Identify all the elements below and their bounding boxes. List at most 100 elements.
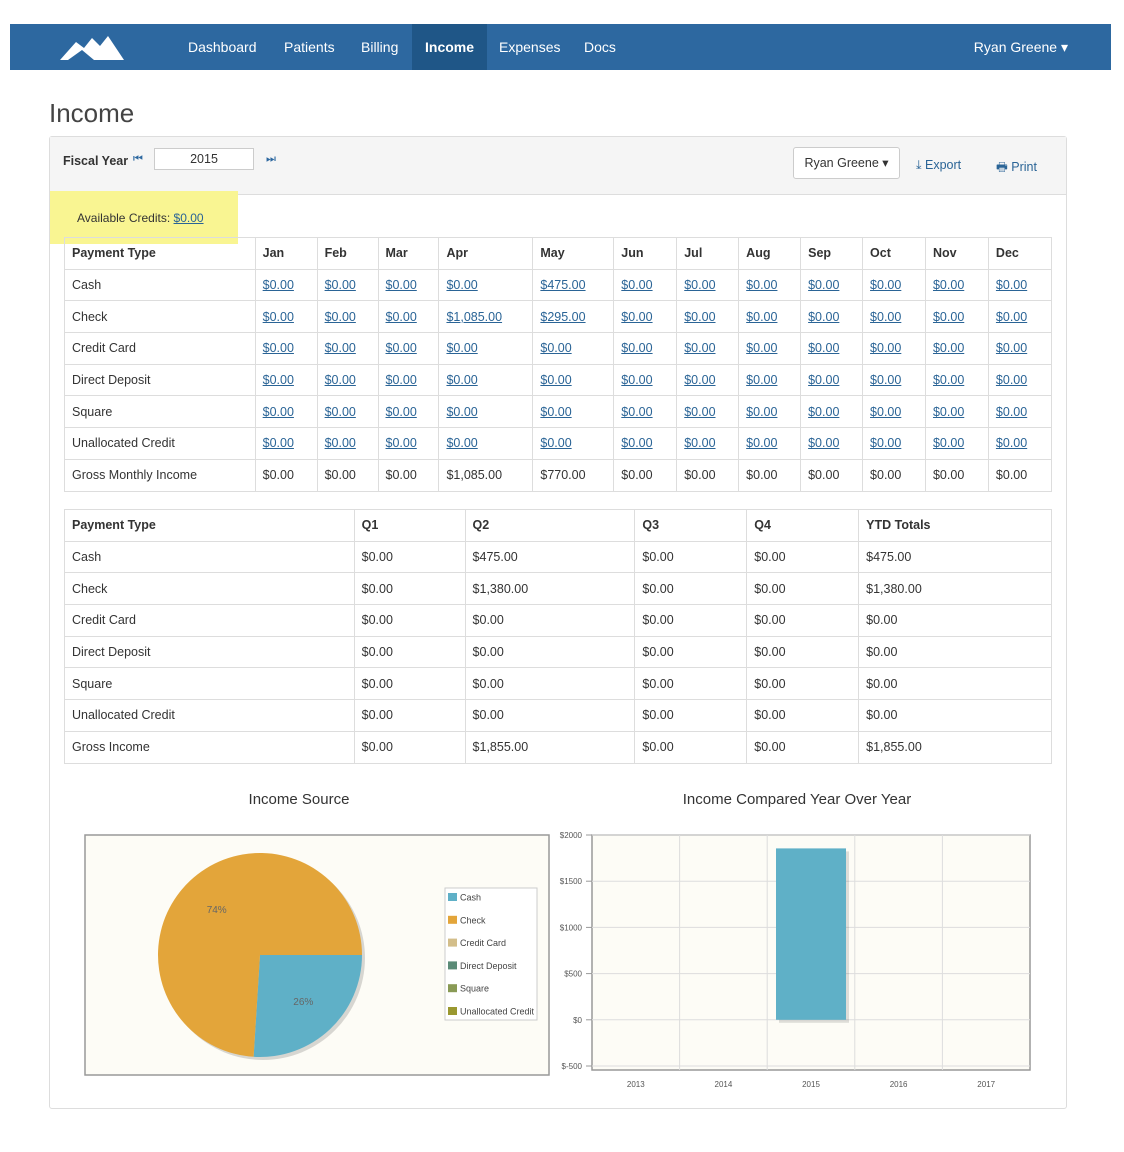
amount-link[interactable]: $0.00: [995, 404, 1028, 419]
user-dropdown[interactable]: Ryan Greene ▾: [793, 147, 900, 179]
nav-item[interactable]: Billing: [361, 39, 399, 55]
amount-link[interactable]: $0.00: [870, 404, 902, 419]
nav-item[interactable]: Patients: [284, 39, 335, 55]
amount-link[interactable]: $0.00: [870, 278, 902, 293]
table-row: Direct Deposit $0.00 $0.00 $0.00 $0.00 $0.00 $…: [64, 363, 1053, 397]
amount-link[interactable]: $0.00: [621, 373, 653, 388]
amount-link[interactable]: $475.00: [540, 278, 586, 293]
amount-link[interactable]: $0.00: [684, 278, 716, 293]
amount-link[interactable]: $0.00: [808, 404, 840, 419]
amount-link[interactable]: $0.00: [621, 309, 653, 324]
cell: $0.00: [634, 730, 748, 764]
nav-item[interactable]: Dashboard: [188, 39, 257, 55]
cell: $0.00: [353, 667, 466, 701]
amount-link[interactable]: $0.00: [540, 373, 572, 388]
year-input[interactable]: 2015: [154, 148, 254, 170]
prev-year[interactable]: ⏮: [133, 153, 143, 165]
amount-link[interactable]: $0.00: [262, 373, 294, 388]
logo[interactable]: [58, 32, 128, 62]
amount-link[interactable]: $0.00: [540, 341, 572, 356]
amount-link[interactable]: $0.00: [746, 309, 778, 324]
amount-link[interactable]: $0.00: [932, 278, 965, 293]
credits-value[interactable]: $0.00: [173, 211, 204, 225]
amount-link[interactable]: $0.00: [385, 373, 417, 388]
amount-link[interactable]: $0.00: [870, 341, 902, 356]
amount-link[interactable]: $0.00: [746, 341, 778, 356]
amount-link[interactable]: $0.00: [808, 309, 840, 324]
amount-link[interactable]: $0.00: [995, 341, 1028, 356]
amount-link[interactable]: $0.00: [262, 278, 294, 293]
next-year[interactable]: ⏭: [266, 153, 276, 165]
amount-link[interactable]: $0.00: [995, 373, 1028, 388]
amount-link[interactable]: $0.00: [684, 373, 716, 388]
amount-link[interactable]: $0.00: [385, 341, 417, 356]
amount-link[interactable]: $0.00: [324, 373, 356, 388]
amount-link[interactable]: $0.00: [684, 341, 716, 356]
amount-link[interactable]: $0.00: [262, 436, 294, 451]
table-row: Unallocated Credit $0.00 $0.00 $0.00 $0.00 $0…: [64, 699, 1052, 732]
amount-link[interactable]: $0.00: [995, 309, 1028, 324]
cell: Unallocated Credit: [64, 699, 355, 732]
amount-link[interactable]: $0.00: [385, 309, 417, 324]
amount-link[interactable]: $0.00: [446, 373, 478, 388]
amount-link[interactable]: $0.00: [385, 404, 417, 419]
amount-link[interactable]: $1,085.00: [446, 309, 503, 324]
amount-link[interactable]: $295.00: [540, 309, 586, 324]
amount-link[interactable]: $0.00: [324, 341, 356, 356]
export-button[interactable]: ⤓ Export: [916, 158, 962, 172]
amount-link[interactable]: $0.00: [324, 436, 356, 451]
amount-link[interactable]: $0.00: [540, 436, 572, 451]
amount-link[interactable]: $0.00: [808, 278, 840, 293]
amount-link[interactable]: $0.00: [621, 278, 653, 293]
amount-link[interactable]: $0.00: [262, 309, 294, 324]
amount-link[interactable]: $0.00: [446, 341, 478, 356]
nav-item[interactable]: Income: [412, 24, 488, 70]
amount-link[interactable]: $0.00: [324, 278, 356, 293]
amount-link[interactable]: $0.00: [385, 436, 417, 451]
cell: $0.00: [924, 427, 989, 460]
amount-link[interactable]: $0.00: [995, 436, 1028, 451]
amount-link[interactable]: $0.00: [870, 309, 902, 324]
nav-item[interactable]: Docs: [584, 39, 616, 55]
cell: $475.00: [532, 268, 615, 302]
amount-link[interactable]: $0.00: [446, 404, 478, 419]
amount-link[interactable]: $0.00: [932, 341, 965, 356]
user-menu[interactable]: Ryan Greene ▾: [973, 39, 1068, 55]
amount-link[interactable]: $0.00: [870, 436, 902, 451]
amount-link[interactable]: $0.00: [870, 373, 902, 388]
amount-link[interactable]: $0.00: [808, 341, 840, 356]
amount-link[interactable]: $0.00: [808, 373, 840, 388]
amount-link[interactable]: $0.00: [932, 404, 965, 419]
amount-link[interactable]: $0.00: [385, 278, 417, 293]
amount-link[interactable]: $0.00: [262, 404, 294, 419]
amount-link[interactable]: $0.00: [446, 436, 478, 451]
amount-link[interactable]: $0.00: [932, 373, 965, 388]
amount-link[interactable]: $0.00: [995, 278, 1028, 293]
amount-link[interactable]: $0.00: [932, 309, 965, 324]
amount-link[interactable]: $0.00: [746, 436, 778, 451]
amount-link[interactable]: $0.00: [808, 436, 840, 451]
nav-item[interactable]: Expenses: [499, 39, 561, 55]
amount-link[interactable]: $0.00: [932, 436, 965, 451]
amount-link[interactable]: $0.00: [684, 309, 716, 324]
cell: $0.00: [613, 363, 678, 397]
cell: $0.00: [254, 332, 318, 365]
amount-link[interactable]: $0.00: [262, 341, 294, 356]
amount-link[interactable]: $0.00: [621, 341, 653, 356]
amount-link[interactable]: $0.00: [446, 278, 478, 293]
amount-link[interactable]: $0.00: [540, 404, 572, 419]
amount-link[interactable]: $0.00: [746, 278, 778, 293]
amount-link[interactable]: $0.00: [746, 373, 778, 388]
amount-link[interactable]: $0.00: [684, 436, 716, 451]
amount-link[interactable]: $0.00: [621, 404, 653, 419]
amount-link[interactable]: $0.00: [746, 404, 778, 419]
amount-link[interactable]: $0.00: [684, 404, 716, 419]
cell: $0.00: [862, 300, 926, 334]
amount-link[interactable]: $0.00: [621, 436, 653, 451]
amount-link[interactable]: $0.00: [324, 404, 356, 419]
cell: $770.00: [532, 458, 615, 492]
print-button[interactable]: 🖶 Print: [996, 160, 1037, 174]
amount-link[interactable]: $0.00: [324, 309, 356, 324]
cell: Cash: [64, 268, 256, 302]
cell: $0.00: [800, 332, 864, 365]
